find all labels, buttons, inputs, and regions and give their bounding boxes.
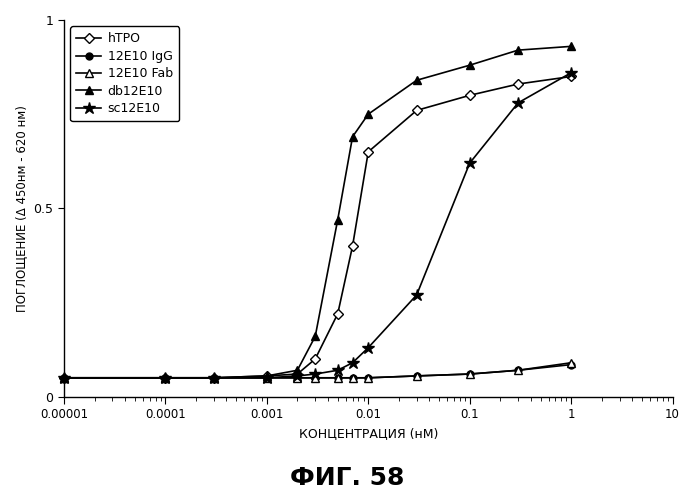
hTPO bbox=[263, 373, 271, 379]
hTPO bbox=[210, 375, 218, 381]
db12E10 bbox=[348, 134, 357, 140]
sc12E10 bbox=[514, 100, 522, 106]
hTPO bbox=[161, 375, 170, 381]
sc12E10 bbox=[60, 375, 68, 381]
sc12E10 bbox=[466, 160, 474, 166]
hTPO bbox=[334, 311, 342, 317]
hTPO bbox=[311, 356, 320, 362]
sc12E10 bbox=[210, 375, 218, 381]
Line: 12E10 Fab: 12E10 Fab bbox=[60, 358, 575, 382]
db12E10 bbox=[466, 62, 474, 68]
Legend: hTPO, 12E10 IgG, 12E10 Fab, db12E10, sc12E10: hTPO, 12E10 IgG, 12E10 Fab, db12E10, sc1… bbox=[70, 26, 179, 121]
db12E10 bbox=[364, 111, 373, 117]
12E10 IgG bbox=[334, 375, 342, 381]
sc12E10 bbox=[567, 70, 575, 75]
Y-axis label: ПОГЛОЩЕНИЕ (Δ 450нм - 620 нм): ПОГЛОЩЕНИЕ (Δ 450нм - 620 нм) bbox=[15, 105, 28, 312]
db12E10 bbox=[334, 216, 342, 222]
hTPO bbox=[567, 74, 575, 80]
12E10 IgG bbox=[210, 375, 218, 381]
12E10 Fab bbox=[161, 375, 170, 381]
12E10 IgG bbox=[413, 373, 421, 379]
sc12E10 bbox=[293, 373, 302, 379]
db12E10 bbox=[514, 47, 522, 53]
12E10 Fab bbox=[334, 375, 342, 381]
sc12E10 bbox=[413, 292, 421, 298]
db12E10 bbox=[161, 375, 170, 381]
Line: hTPO: hTPO bbox=[60, 73, 575, 382]
Line: sc12E10: sc12E10 bbox=[58, 66, 578, 384]
sc12E10 bbox=[334, 368, 342, 374]
db12E10 bbox=[60, 375, 68, 381]
sc12E10 bbox=[161, 375, 170, 381]
12E10 IgG bbox=[348, 375, 357, 381]
12E10 IgG bbox=[311, 375, 320, 381]
hTPO bbox=[364, 149, 373, 155]
12E10 Fab bbox=[293, 375, 302, 381]
12E10 Fab bbox=[311, 375, 320, 381]
db12E10 bbox=[413, 78, 421, 84]
hTPO bbox=[293, 371, 302, 377]
db12E10 bbox=[210, 375, 218, 381]
X-axis label: КОНЦЕНТРАЦИЯ (нМ): КОНЦЕНТРАЦИЯ (нМ) bbox=[299, 427, 438, 440]
12E10 Fab bbox=[567, 360, 575, 366]
sc12E10 bbox=[263, 375, 271, 381]
hTPO bbox=[466, 92, 474, 98]
hTPO bbox=[413, 108, 421, 114]
12E10 Fab bbox=[466, 371, 474, 377]
hTPO bbox=[60, 375, 68, 381]
sc12E10 bbox=[348, 360, 357, 366]
12E10 IgG bbox=[60, 375, 68, 381]
12E10 Fab bbox=[514, 368, 522, 374]
12E10 Fab bbox=[413, 373, 421, 379]
12E10 IgG bbox=[263, 375, 271, 381]
12E10 IgG bbox=[293, 375, 302, 381]
sc12E10 bbox=[364, 344, 373, 350]
sc12E10 bbox=[311, 371, 320, 377]
12E10 Fab bbox=[348, 375, 357, 381]
12E10 Fab bbox=[60, 375, 68, 381]
12E10 IgG bbox=[364, 375, 373, 381]
hTPO bbox=[514, 81, 522, 87]
12E10 IgG bbox=[161, 375, 170, 381]
Line: 12E10 IgG: 12E10 IgG bbox=[60, 361, 575, 382]
hTPO bbox=[348, 243, 357, 249]
db12E10 bbox=[311, 334, 320, 340]
db12E10 bbox=[293, 368, 302, 374]
db12E10 bbox=[263, 373, 271, 379]
12E10 Fab bbox=[263, 375, 271, 381]
12E10 IgG bbox=[567, 362, 575, 368]
12E10 Fab bbox=[364, 375, 373, 381]
12E10 IgG bbox=[466, 371, 474, 377]
12E10 IgG bbox=[514, 368, 522, 374]
12E10 Fab bbox=[210, 375, 218, 381]
Line: db12E10: db12E10 bbox=[60, 42, 575, 382]
Text: ФИГ. 58: ФИГ. 58 bbox=[291, 466, 404, 490]
db12E10 bbox=[567, 44, 575, 50]
